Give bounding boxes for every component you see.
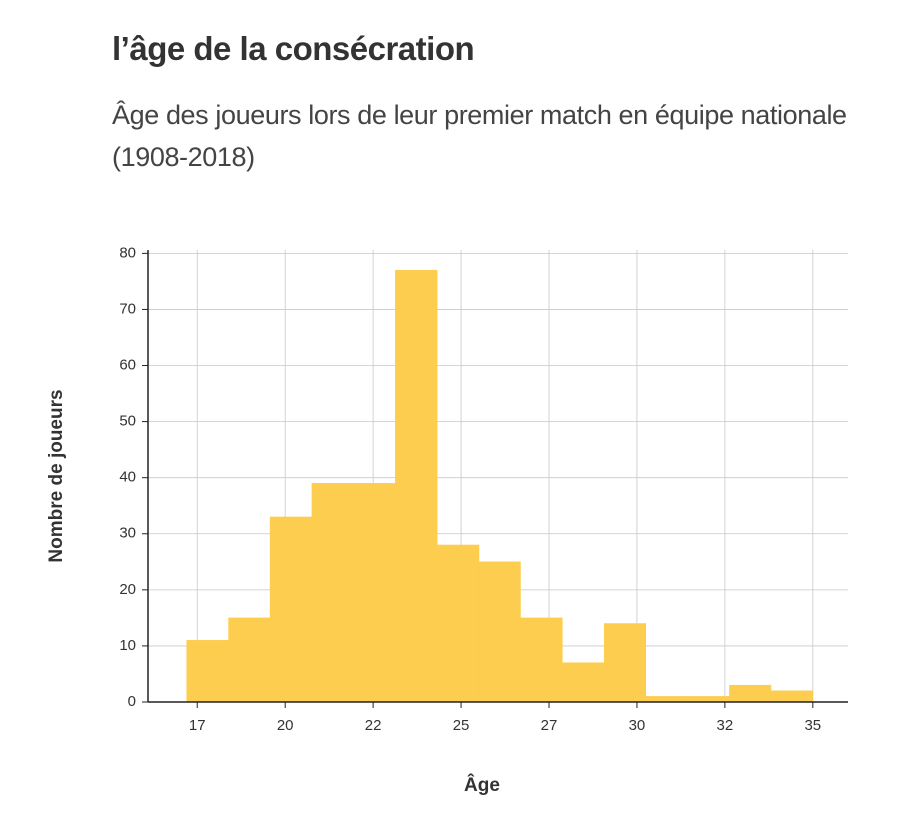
y-tick-label: 70 <box>119 300 136 317</box>
y-tick-label: 10 <box>119 637 136 654</box>
y-tick-label: 80 <box>119 244 136 261</box>
bar <box>770 690 814 703</box>
y-tick-label: 60 <box>119 356 136 373</box>
bar <box>645 696 688 703</box>
y-axis-label: Nombre de joueurs <box>46 389 67 562</box>
x-tick-label: 20 <box>277 717 294 734</box>
y-tick-label: 20 <box>119 581 136 598</box>
bar <box>311 483 355 703</box>
x-tick-label: 25 <box>453 717 470 734</box>
x-tick-label: 35 <box>804 717 821 734</box>
x-axis-label: Âge <box>464 774 500 796</box>
x-tick-label: 32 <box>717 717 734 734</box>
x-tick-label: 27 <box>541 717 558 734</box>
bar <box>353 483 396 703</box>
bar <box>269 516 313 703</box>
bar <box>395 269 438 703</box>
x-tick-label: 22 <box>365 717 382 734</box>
bar <box>228 617 271 703</box>
bar <box>729 684 772 703</box>
bar <box>436 544 480 703</box>
chart-title: l’âge de la consécration <box>112 30 475 67</box>
bar <box>478 561 521 703</box>
y-tick-label: 30 <box>119 525 136 542</box>
bar <box>520 617 563 703</box>
x-tick-label: 30 <box>629 717 646 734</box>
bar <box>186 640 229 703</box>
bar <box>687 696 730 703</box>
x-tick-label: 17 <box>189 717 206 734</box>
y-tick-label: 40 <box>119 469 136 486</box>
bar <box>603 623 646 703</box>
chart-subtitle: Âge des joueurs lors de leur premier mat… <box>112 100 847 172</box>
y-tick-label: 0 <box>128 693 136 710</box>
bar <box>562 662 605 703</box>
y-tick-label: 50 <box>119 413 136 430</box>
